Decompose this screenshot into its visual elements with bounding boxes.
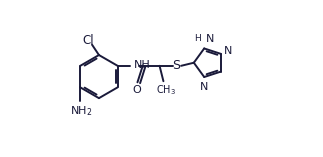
Text: NH: NH [134,60,151,70]
Text: N: N [224,46,233,56]
Text: NH$_2$: NH$_2$ [70,104,92,118]
Text: CH$_3$: CH$_3$ [156,83,176,97]
Text: N: N [206,34,214,44]
Text: Cl: Cl [82,33,94,46]
Text: O: O [133,85,141,95]
Text: H: H [194,34,201,43]
Text: N: N [200,82,208,92]
Text: S: S [172,59,181,72]
